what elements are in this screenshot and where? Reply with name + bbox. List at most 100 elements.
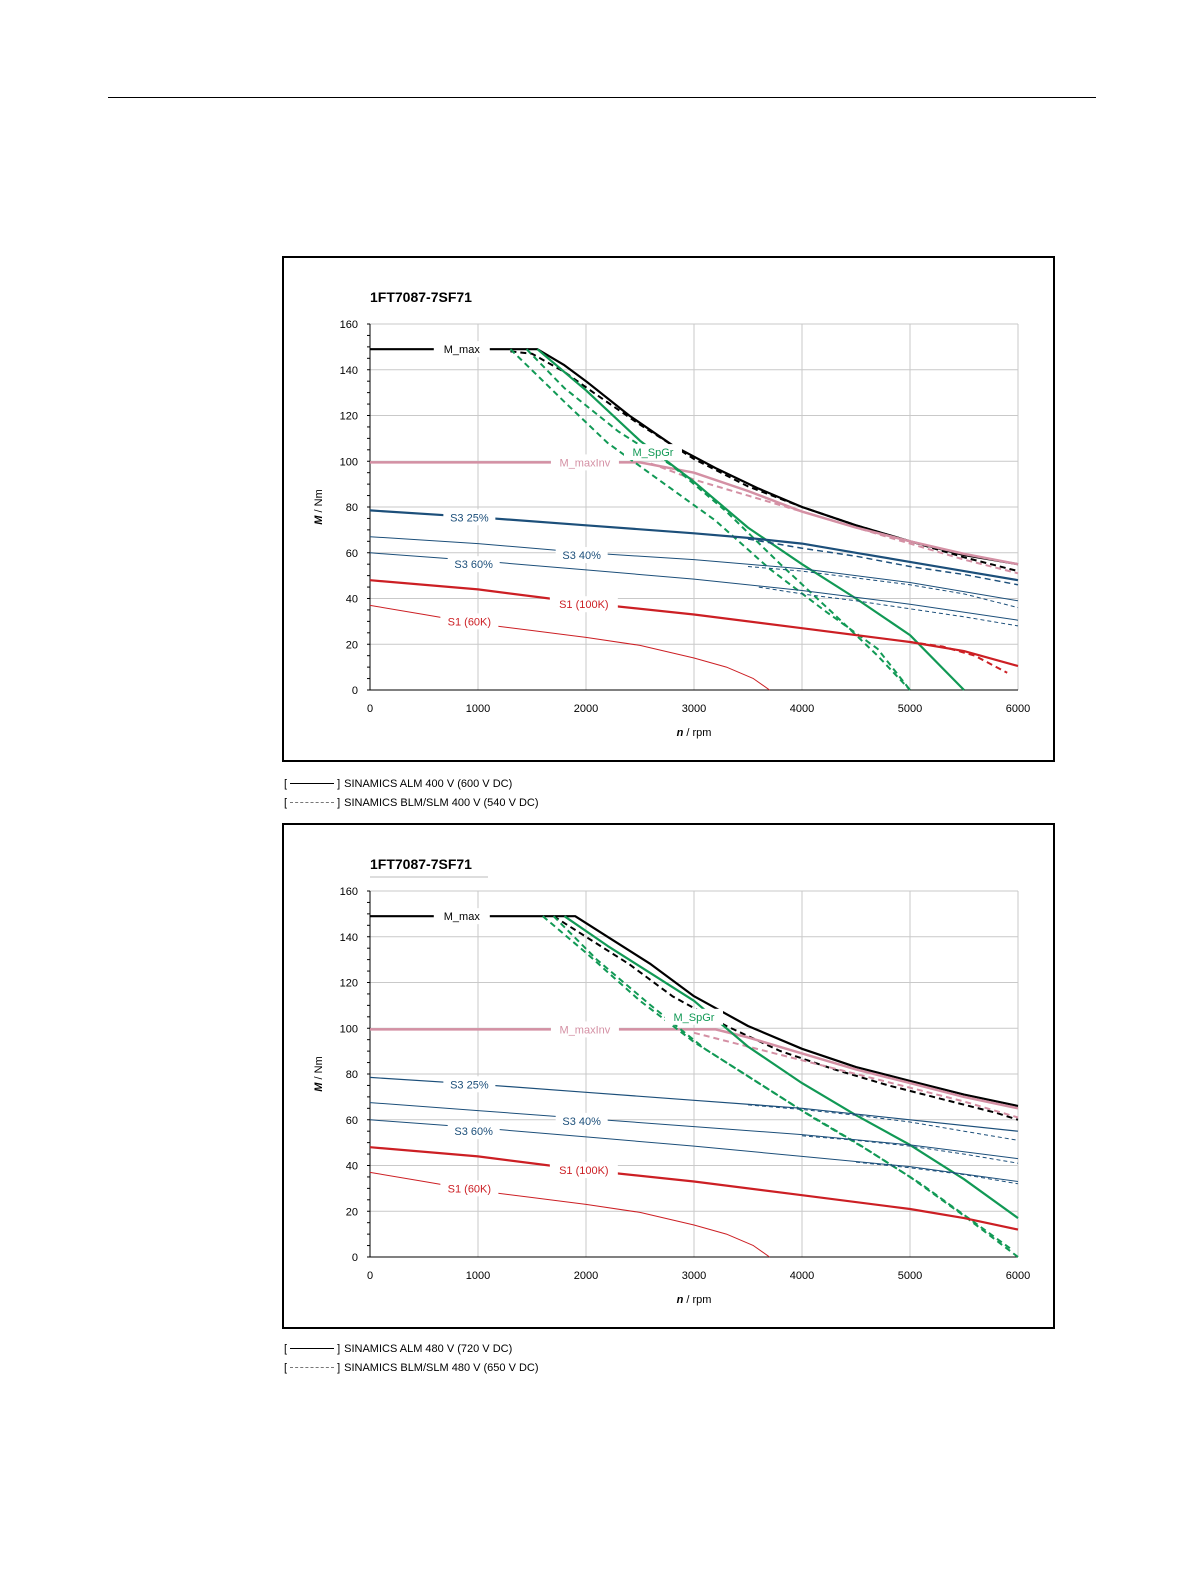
curve-label: M_maxInv — [560, 457, 611, 469]
curve-label: S1 (100K) — [559, 1165, 609, 1177]
curve-label: S3 25% — [450, 512, 489, 524]
chart-title: 1FT7087-7SF71 — [370, 856, 472, 872]
series-dashed-variant — [747, 566, 1019, 609]
series-dashed-variant — [552, 915, 1014, 1251]
series-dashed-variant — [542, 915, 1019, 1258]
y-tick-label: 0 — [352, 1252, 358, 1264]
series-dashed-variant — [855, 1161, 1019, 1185]
header-rule — [108, 97, 1096, 98]
series-dashed-variant — [909, 641, 1008, 674]
x-tick-label: 5000 — [898, 1270, 922, 1282]
curve-label: M_max — [444, 344, 481, 356]
legend-alm-400v-text: SINAMICS ALM 400 V (600 V DC) — [344, 778, 513, 790]
series-m-maxinv — [370, 461, 1019, 566]
x-tick-label: 6000 — [1006, 703, 1030, 715]
y-tick-label: 60 — [346, 1115, 358, 1127]
x-tick-label: 0 — [367, 1270, 373, 1282]
curve-label: S3 60% — [454, 1126, 493, 1138]
torque-speed-chart-480v: 1FT7087-7SF71 0 20 40 60 80 100 120 140 160 0 1000 2… — [282, 823, 1055, 1329]
x-tick-label: 0 — [367, 703, 373, 715]
series-dashed-variant — [747, 1104, 1019, 1141]
legend-blm-480v: [] SINAMICS BLM/SLM 480 V (650 V DC) — [284, 1362, 539, 1374]
x-tick-label: 4000 — [790, 1270, 814, 1282]
series-dashed-variant — [509, 348, 911, 691]
curve-label: M_SpGr — [632, 447, 673, 459]
curve-label-bg — [443, 1076, 496, 1093]
curve-label-bg — [665, 1008, 723, 1025]
legend-solid-line-sample — [290, 1347, 335, 1349]
curve-label-bg — [549, 1162, 618, 1179]
y-tick-label: 100 — [340, 456, 358, 468]
legend-alm-480v: [] SINAMICS ALM 480 V (720 V DC) — [284, 1343, 513, 1355]
curve-label-bg — [555, 547, 608, 564]
curve-label-bg — [447, 556, 500, 573]
series-m-spgr — [536, 348, 965, 691]
x-tick-label: 3000 — [682, 1270, 706, 1282]
curve-label-bg — [623, 444, 682, 461]
series-s1-60k — [369, 1171, 770, 1258]
y-tick-label: 80 — [346, 1069, 358, 1081]
y-tick-label: 20 — [346, 1206, 358, 1218]
legend-dashed-line-sample — [290, 801, 335, 803]
x-tick-label: 4000 — [790, 703, 814, 715]
series-dashed-variant — [525, 348, 911, 691]
y-axis-title: M / Nm — [313, 489, 325, 524]
curve-label-bg — [550, 454, 619, 471]
series-s3-25 — [369, 509, 1019, 582]
y-tick-label: 40 — [346, 1161, 358, 1173]
curve-label-bg — [549, 596, 618, 613]
x-tick-label: 1000 — [466, 1270, 490, 1282]
series-dashed-variant — [510, 350, 1019, 573]
y-tick-label: 60 — [346, 548, 358, 560]
y-tick-label: 80 — [346, 502, 358, 514]
y-tick-label: 40 — [346, 594, 358, 606]
series-m-spgr — [563, 915, 1019, 1219]
x-tick-label: 3000 — [682, 703, 706, 715]
curve-label: M_maxInv — [560, 1024, 611, 1036]
legend-alm-480v-text: SINAMICS ALM 480 V (720 V DC) — [344, 1343, 513, 1355]
legend-solid-line-sample — [290, 782, 335, 784]
x-tick-label: 2000 — [574, 703, 598, 715]
curve-label-bg — [443, 509, 496, 526]
series-dashed-variant — [650, 462, 1019, 575]
legend-dashed-line-sample — [290, 1366, 335, 1368]
curve-label-bg — [555, 1112, 608, 1129]
torque-speed-chart-400v: 1FT7087-7SF71 0 20 40 60 80 100 120 140 160 0 1000 2… — [282, 256, 1055, 762]
x-tick-label: 2000 — [574, 1270, 598, 1282]
legend-blm-480v-text: SINAMICS BLM/SLM 480 V (650 V DC) — [344, 1362, 539, 1374]
curve-label-bg — [440, 1180, 499, 1197]
series-dashed-variant — [553, 915, 1019, 1121]
series-s3-40 — [369, 536, 1019, 602]
y-tick-label: 20 — [346, 639, 358, 651]
curve-label-bg — [550, 1021, 619, 1038]
curve-label-bg — [433, 341, 490, 358]
chart-svg-480v: 1FT7087-7SF71 0 20 40 60 80 100 120 140 160 0 1000 2… — [313, 856, 1030, 1306]
series-dashed-variant — [747, 538, 1019, 586]
x-tick-label: 6000 — [1006, 1270, 1030, 1282]
x-axis-title: n / rpm — [677, 1294, 712, 1306]
curve-label-bg — [447, 1123, 500, 1140]
y-tick-label: 140 — [340, 932, 358, 944]
curve-label-bg — [440, 613, 499, 630]
series-s1-100k — [369, 1146, 1019, 1231]
legend-blm-400v-text: SINAMICS BLM/SLM 400 V (540 V DC) — [344, 797, 539, 809]
x-tick-label: 5000 — [898, 703, 922, 715]
y-tick-label: 120 — [340, 978, 358, 990]
chart-svg-400v: 1FT7087-7SF71 0 20 40 60 80 100 120 140 160 0 1000 2… — [313, 289, 1030, 739]
curve-label: M_SpGr — [674, 1012, 715, 1024]
series-m-max — [370, 915, 1019, 1108]
curve-label: S3 25% — [450, 1079, 489, 1091]
series-dashed-variant — [801, 1135, 1019, 1164]
curve-label: S3 60% — [454, 559, 493, 571]
y-tick-label: 0 — [352, 685, 358, 697]
legend-blm-400v: [] SINAMICS BLM/SLM 400 V (540 V DC) — [284, 797, 539, 809]
x-axis-title: n / rpm — [677, 727, 712, 739]
y-tick-label: 140 — [340, 365, 358, 377]
series-dashed-variant — [758, 586, 1019, 627]
y-tick-label: 160 — [340, 886, 358, 898]
y-tick-label: 100 — [340, 1023, 358, 1035]
series-s3-40 — [369, 1102, 1019, 1160]
series-s1-60k — [369, 604, 770, 691]
x-tick-label: 1000 — [466, 703, 490, 715]
series-m-maxinv — [370, 1028, 1019, 1110]
